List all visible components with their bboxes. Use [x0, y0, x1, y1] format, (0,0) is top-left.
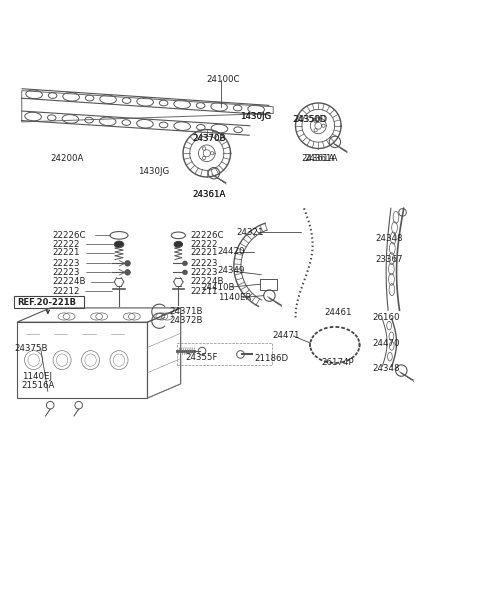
Text: 24348: 24348 [376, 234, 403, 243]
Text: 1430JG: 1430JG [240, 112, 271, 121]
Text: 22224B: 22224B [190, 277, 224, 286]
Text: 1430JG: 1430JG [138, 167, 169, 176]
Text: 24361A: 24361A [192, 190, 226, 199]
Text: 21516A: 21516A [22, 381, 55, 390]
Text: 26174P: 26174P [322, 358, 354, 367]
Text: 1140EJ: 1140EJ [22, 372, 52, 381]
Text: 24348: 24348 [372, 364, 399, 373]
Circle shape [182, 261, 187, 266]
Text: 24349: 24349 [217, 267, 245, 275]
Text: 24371B: 24371B [170, 307, 204, 316]
Text: 24200A: 24200A [50, 155, 84, 164]
Text: 24361A: 24361A [301, 154, 335, 163]
Text: 22221: 22221 [53, 248, 80, 258]
Circle shape [182, 270, 187, 275]
Text: 22223: 22223 [53, 259, 80, 268]
Text: 22211: 22211 [190, 287, 218, 296]
Text: 24321: 24321 [236, 227, 264, 237]
Text: 22224B: 22224B [53, 277, 86, 286]
Text: 22212: 22212 [53, 287, 80, 296]
Text: 22222: 22222 [190, 240, 218, 249]
Text: 24361A: 24361A [304, 154, 337, 163]
Text: 24470: 24470 [372, 339, 399, 347]
Text: 24461: 24461 [324, 308, 352, 317]
Text: 1140ER: 1140ER [218, 293, 252, 302]
Text: 22223: 22223 [190, 268, 218, 277]
Text: 22223: 22223 [53, 268, 80, 277]
Text: 22222: 22222 [53, 240, 80, 249]
Text: 24100C: 24100C [207, 75, 240, 84]
Text: 21186D: 21186D [254, 354, 288, 363]
Text: 22226C: 22226C [190, 231, 224, 240]
Text: 22223: 22223 [190, 259, 218, 268]
Text: 24361A: 24361A [192, 190, 226, 199]
Text: REF.20-221B: REF.20-221B [17, 298, 76, 307]
Text: 24471: 24471 [272, 331, 300, 340]
Text: 22226C: 22226C [53, 231, 86, 240]
Text: 24350D: 24350D [293, 115, 327, 124]
Text: 24420: 24420 [217, 248, 245, 256]
Ellipse shape [114, 241, 124, 248]
Circle shape [125, 261, 131, 266]
Text: 24375B: 24375B [14, 345, 48, 353]
Ellipse shape [174, 242, 182, 248]
Circle shape [125, 270, 131, 275]
Text: 24370B: 24370B [192, 134, 226, 143]
Text: 24355F: 24355F [185, 353, 218, 362]
Text: 26160: 26160 [372, 313, 399, 322]
Text: 1430JG: 1430JG [240, 112, 271, 121]
Text: 24410B: 24410B [201, 283, 235, 292]
Text: 24372B: 24372B [170, 317, 204, 325]
Text: 24370B: 24370B [192, 134, 226, 143]
Text: 24350D: 24350D [292, 115, 326, 124]
Text: 23367: 23367 [376, 255, 403, 264]
Text: 22221: 22221 [190, 248, 218, 258]
